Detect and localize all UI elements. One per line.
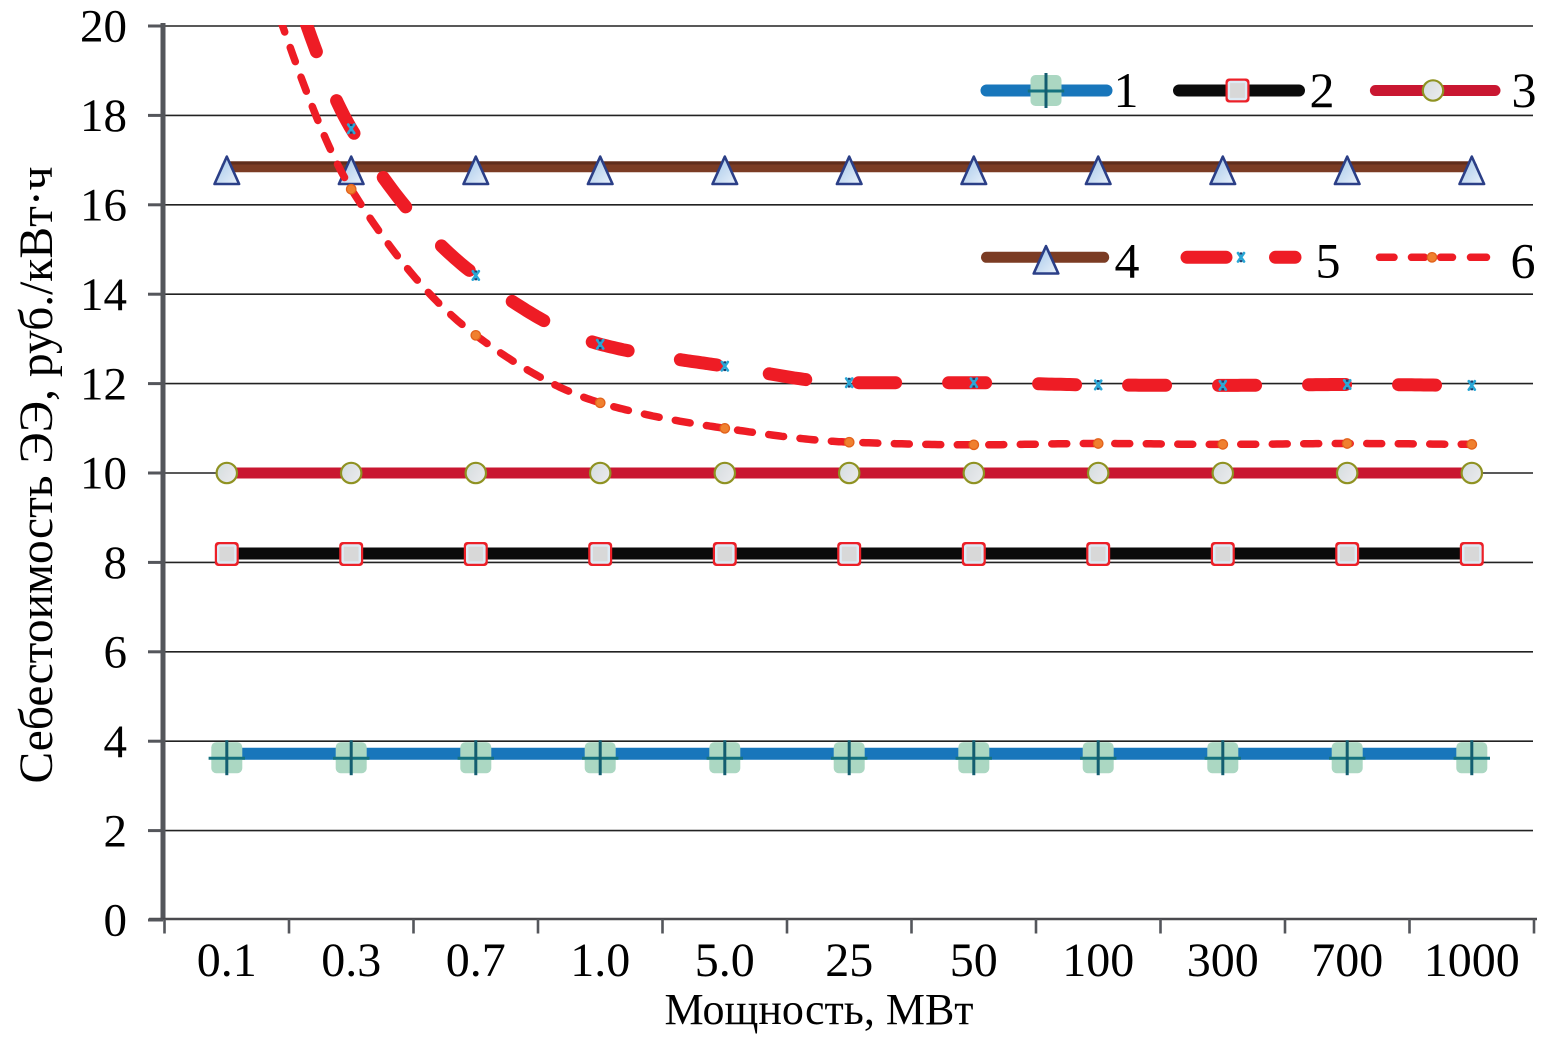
svg-text:1000: 1000 [1424,934,1520,987]
svg-text:25: 25 [825,934,873,987]
svg-text:18: 18 [80,90,127,142]
svg-text:5.0: 5.0 [695,934,755,987]
svg-text:0.7: 0.7 [446,934,506,987]
svg-text:10: 10 [80,448,127,500]
svg-text:5: 5 [1316,232,1341,288]
svg-text:8: 8 [104,537,128,589]
svg-text:700: 700 [1311,934,1383,987]
svg-text:4: 4 [1115,232,1140,288]
svg-text:0: 0 [104,895,128,947]
svg-text:6: 6 [1511,232,1536,288]
svg-text:6: 6 [104,627,128,679]
svg-text:Себестоимость ЭЭ, руб./кВт·ч: Себестоимость ЭЭ, руб./кВт·ч [11,166,63,783]
svg-text:0.3: 0.3 [321,934,381,987]
svg-text:20: 20 [80,1,127,53]
svg-text:12: 12 [80,358,127,410]
svg-text:0.1: 0.1 [197,934,257,987]
svg-text:300: 300 [1187,934,1259,987]
svg-text:2: 2 [104,805,128,857]
svg-text:1.0: 1.0 [570,934,630,987]
svg-text:3: 3 [1512,62,1537,118]
svg-text:Мощность, МВт: Мощность, МВт [664,985,973,1034]
svg-text:16: 16 [80,180,127,232]
svg-text:1: 1 [1114,62,1139,118]
svg-text:50: 50 [950,934,998,987]
svg-text:100: 100 [1062,934,1134,987]
svg-text:2: 2 [1310,62,1335,118]
svg-text:14: 14 [80,269,127,321]
svg-text:4: 4 [104,716,128,768]
